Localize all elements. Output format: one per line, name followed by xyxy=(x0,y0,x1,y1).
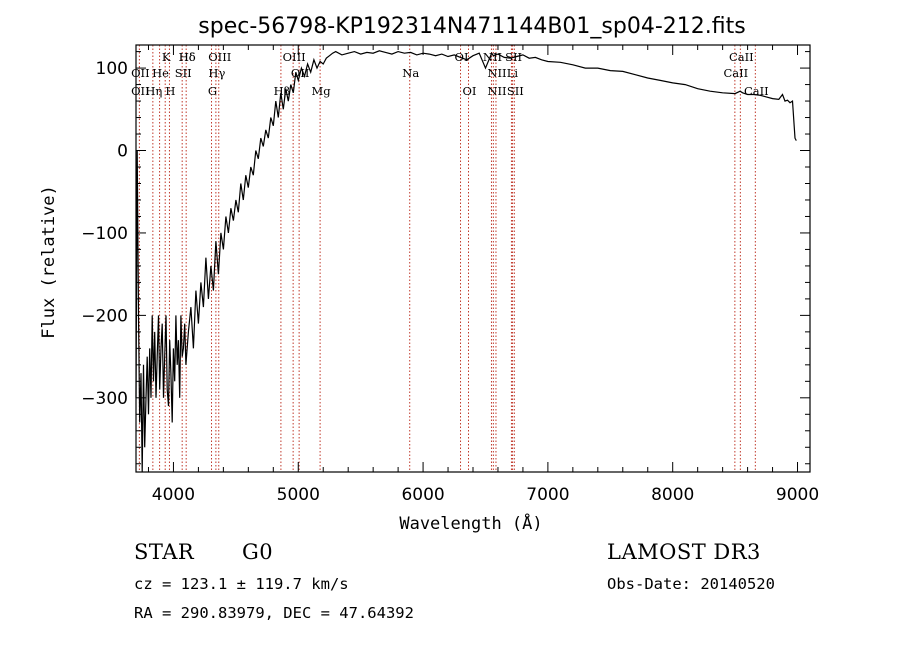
y-tick-label: 0 xyxy=(117,142,128,162)
emission-line-label: CaII xyxy=(744,84,769,98)
emission-line-label: OI xyxy=(463,84,477,98)
y-tick-label: −100 xyxy=(81,224,128,244)
x-axis-ticks: 4000 5000 6000 7000 8000 9000 xyxy=(147,45,819,505)
y-tick-label: 100 xyxy=(96,59,128,79)
x-tick-label: 5000 xyxy=(277,485,320,505)
emission-line-label: Na xyxy=(402,66,419,80)
coordinates: RA = 290.83979, DEC = 47.64392 xyxy=(134,604,414,622)
emission-line-label: OIII xyxy=(283,50,306,64)
emission-line-label: G xyxy=(208,84,217,98)
emission-line-label: CaII xyxy=(723,66,748,80)
emission-line-label: CaII xyxy=(729,50,754,64)
emission-line-markers xyxy=(138,45,756,472)
emission-line-label: OIII xyxy=(208,50,231,64)
emission-line-label: NII xyxy=(487,66,506,80)
x-tick-label: 7000 xyxy=(526,485,569,505)
emission-line-label: K xyxy=(162,50,171,64)
x-tick-label: 9000 xyxy=(776,485,819,505)
emission-line-label: Li xyxy=(507,66,519,80)
chart-title: spec-56798-KP192314N471144B01_sp04-212.f… xyxy=(198,14,745,39)
emission-line-label: He xyxy=(152,66,169,80)
y-axis-ticks: −300 −200 −100 0 100 xyxy=(81,51,810,465)
emission-line-label: Mg xyxy=(312,84,332,98)
y-tick-label: −200 xyxy=(81,306,128,326)
spectral-subclass: G0 xyxy=(242,540,274,564)
emission-line-label: Hη xyxy=(145,84,162,98)
emission-line-label: SII xyxy=(175,66,192,80)
redshift-velocity: cz = 123.1 ± 119.7 km/s xyxy=(134,575,349,593)
emission-line-label: Hγ xyxy=(208,66,225,80)
y-tick-label: −300 xyxy=(81,389,128,409)
plot-frame xyxy=(135,44,811,473)
x-tick-label: 4000 xyxy=(152,485,195,505)
object-type: STAR xyxy=(134,540,195,564)
x-axis-label: Wavelength (Å) xyxy=(399,512,542,534)
emission-line-label: H xyxy=(165,84,175,98)
x-tick-label: 8000 xyxy=(651,485,694,505)
emission-line-label: OI xyxy=(455,50,469,64)
survey-name: LAMOST DR3 xyxy=(607,540,761,564)
observation-date: Obs-Date: 20140520 xyxy=(607,575,775,593)
emission-line-label: NII xyxy=(487,84,506,98)
y-axis-label: Flux (relative) xyxy=(39,185,59,339)
emission-line-label: SII xyxy=(507,84,524,98)
emission-line-label: NII xyxy=(483,50,502,64)
emission-line-label: Hδ xyxy=(179,50,196,64)
spectrum-series-line xyxy=(135,50,797,473)
emission-line-label: Hβ xyxy=(274,84,291,98)
x-tick-label: 6000 xyxy=(401,485,444,505)
emission-line-label: Hδ xyxy=(179,50,196,64)
